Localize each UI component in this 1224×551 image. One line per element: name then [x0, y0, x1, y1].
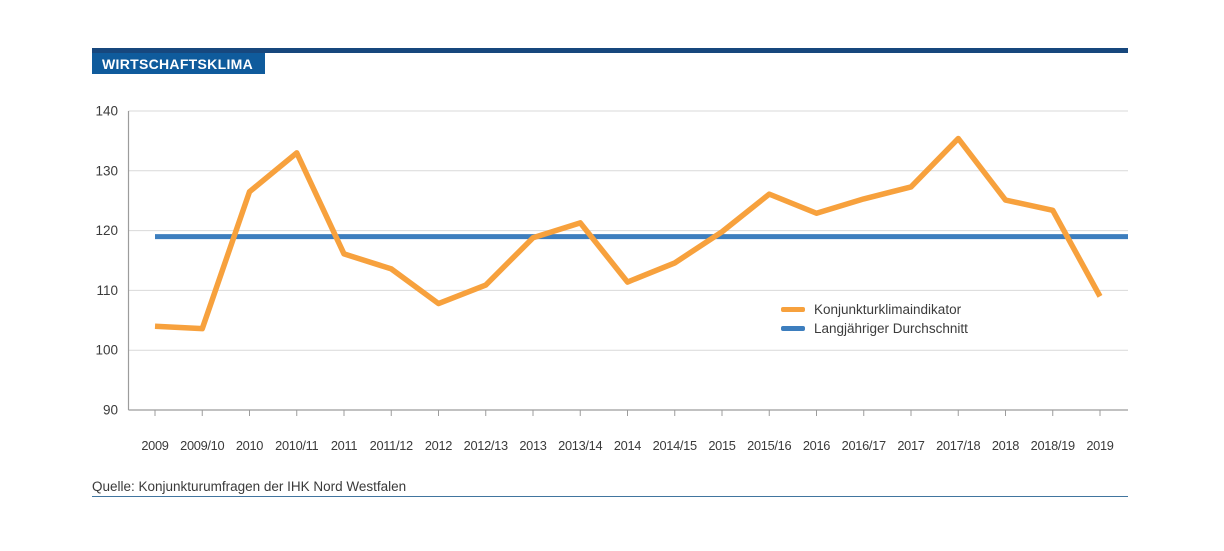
header-rule — [92, 48, 1128, 53]
x-axis-label: 2013/14 — [558, 438, 602, 453]
y-axis-label-100: 100 — [95, 343, 118, 358]
legend-swatch-average-line — [781, 326, 805, 331]
x-axis-label: 2017 — [897, 438, 924, 453]
x-axis-label: 2016/17 — [842, 438, 886, 453]
x-axis-label: 2011/12 — [370, 438, 413, 453]
section-title: WIRTSCHAFTSKLIMA — [102, 55, 253, 72]
x-axis-label: 2012 — [425, 438, 452, 453]
section-title-box: WIRTSCHAFTSKLIMA — [92, 53, 265, 74]
indicator-line — [154, 135, 1103, 332]
x-axis-label: 2011 — [331, 438, 358, 453]
x-axis-label: 2012/13 — [464, 438, 508, 453]
y-axis-label-130: 130 — [95, 163, 118, 178]
x-axis-label: 2014/15 — [653, 438, 697, 453]
legend-swatch-indicator-line — [781, 307, 805, 312]
source-rule — [92, 496, 1128, 497]
x-axis-label: 2018 — [992, 438, 1019, 453]
legend-item-indicator: Konjunkturklimaindikator — [781, 300, 968, 319]
legend-label-average: Langjähriger Durchschnitt — [814, 321, 968, 336]
y-axis-label-90: 90 — [103, 403, 118, 418]
x-axis-label: 2010/11 — [275, 438, 318, 453]
source-note: Quelle: Konjunkturumfragen der IHK Nord … — [92, 479, 406, 494]
x-axis-label: 2019 — [1086, 438, 1113, 453]
x-axis-label: 2015/16 — [747, 438, 791, 453]
x-axis-label: 2017/18 — [936, 438, 980, 453]
y-axis-label-140: 140 — [95, 104, 118, 119]
y-axis-label-110: 110 — [96, 283, 118, 298]
x-axis-label: 2013 — [519, 438, 546, 453]
x-axis-label: 2014 — [614, 438, 641, 453]
x-axis-label: 2009 — [141, 438, 168, 453]
legend-item-average: Langjähriger Durchschnitt — [781, 319, 968, 338]
x-axis-label: 2018/19 — [1031, 438, 1075, 453]
chart-legend: Konjunkturklimaindikator Langjähriger Du… — [781, 300, 968, 338]
source-note-text: Quelle: Konjunkturumfragen der IHK Nord … — [92, 479, 407, 494]
y-axis-label-120: 120 — [95, 223, 118, 238]
x-axis-label: 2009/10 — [180, 438, 224, 453]
x-axis-label: 2016 — [803, 438, 830, 453]
legend-label-indicator: Konjunkturklimaindikator — [814, 302, 962, 317]
x-axis-label: 2015 — [708, 438, 735, 453]
x-axis-label: 2010 — [236, 438, 263, 453]
